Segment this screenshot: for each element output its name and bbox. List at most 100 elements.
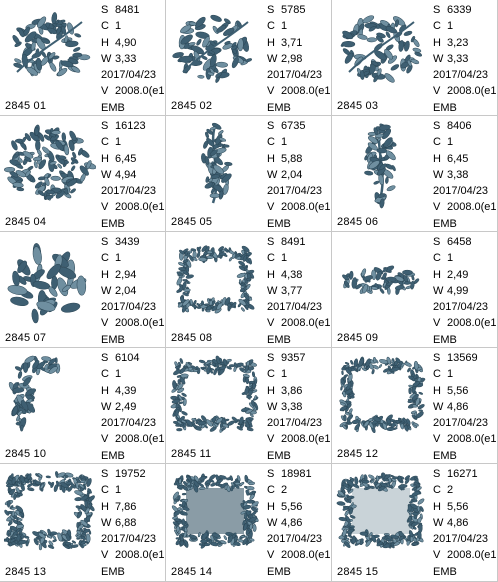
format-value: EMB — [267, 217, 291, 230]
color-count: 1 — [447, 252, 454, 265]
date-row: 2017/04/23 — [267, 531, 331, 547]
width-row: W 3,33 — [101, 52, 137, 65]
format-value: EMB — [433, 217, 457, 230]
version-value: 2008.0(e1 — [447, 85, 497, 98]
height-row: H 5,88 — [267, 152, 303, 165]
stitch-count-row: S 6458 — [433, 236, 472, 248]
width-row: W 4,86 — [433, 400, 469, 413]
width-value: 4,86 — [447, 516, 469, 529]
stitch-count-row: S 13569 — [433, 352, 478, 364]
embroidery-design-thumbnail — [168, 466, 262, 558]
embroidery-design-thumbnail — [168, 350, 262, 442]
date-value: 2017/04/23 — [101, 301, 157, 314]
version-value: 2008.0(e1 — [281, 317, 331, 330]
color-count: 1 — [281, 20, 288, 33]
color-count: 1 — [115, 368, 122, 381]
date-value: 2017/04/23 — [267, 301, 323, 314]
color-count: 1 — [115, 20, 122, 33]
embroidery-design-thumbnail — [2, 2, 96, 94]
stitch-count: 3439 — [115, 236, 140, 248]
date-row: 2017/04/23 — [267, 67, 331, 83]
embroidery-design-thumbnail — [334, 350, 428, 442]
date-value: 2017/04/23 — [101, 417, 157, 430]
design-caption: 2845 02 — [171, 100, 213, 112]
embroidery-design-thumbnail — [168, 2, 262, 94]
version-row: V 2008.0(e1 — [101, 201, 165, 214]
height-row: H 7,86 — [101, 500, 137, 513]
height-value: 5,88 — [281, 152, 303, 165]
height-value: 3,71 — [281, 36, 303, 49]
version-row: V 2008.0(e1 — [433, 201, 497, 214]
stitch-count: 5785 — [281, 4, 306, 16]
version-row: V 2008.0(e1 — [433, 85, 497, 98]
embroidery-design-thumbnail — [2, 350, 96, 442]
stitch-count-row: S 6339 — [433, 4, 472, 16]
height-row: H 3,71 — [267, 36, 303, 49]
format-row: EMB — [267, 332, 331, 347]
height-value: 3,23 — [447, 36, 469, 49]
version-row: V 2008.0(e1 — [267, 433, 331, 446]
date-row: 2017/04/23 — [101, 531, 165, 547]
height-row: H 6,45 — [433, 152, 469, 165]
format-value: EMB — [267, 449, 291, 462]
width-row: W 4,94 — [101, 168, 137, 181]
version-value: 2008.0(e1 — [115, 433, 165, 446]
stitch-count-row: S 18981 — [267, 468, 312, 480]
stitch-count: 6458 — [447, 236, 472, 248]
width-value: 3,38 — [447, 168, 469, 181]
stitch-count: 6339 — [447, 4, 472, 16]
height-row: H 2,94 — [101, 268, 137, 281]
format-value: EMB — [433, 101, 457, 114]
format-row: EMB — [433, 100, 497, 115]
date-row: 2017/04/23 — [101, 299, 165, 315]
date-value: 2017/04/23 — [267, 417, 323, 430]
width-value: 4,86 — [447, 400, 469, 413]
height-value: 7,86 — [115, 500, 137, 513]
stitch-count: 6104 — [115, 352, 140, 364]
stitch-count: 8491 — [281, 236, 306, 248]
version-row: V 2008.0(e1 — [433, 549, 497, 562]
embroidery-design-thumbnail — [2, 234, 96, 326]
date-row: 2017/04/23 — [267, 299, 331, 315]
embroidery-design-thumbnail — [168, 234, 262, 326]
format-row: EMB — [267, 216, 331, 231]
date-value: 2017/04/23 — [101, 69, 157, 82]
version-row: V 2008.0(e1 — [267, 201, 331, 214]
version-value: 2008.0(e1 — [115, 317, 165, 330]
format-value: EMB — [433, 565, 457, 578]
width-row: W 2,04 — [101, 284, 137, 297]
design-caption: 2845 09 — [337, 332, 379, 344]
version-row: V 2008.0(e1 — [267, 85, 331, 98]
date-value: 2017/04/23 — [267, 533, 323, 546]
version-row: V 2008.0(e1 — [101, 317, 165, 330]
height-row: H 4,38 — [267, 268, 303, 281]
format-value: EMB — [267, 101, 291, 114]
width-row: W 3,38 — [433, 168, 469, 181]
width-value: 2,49 — [115, 400, 137, 413]
height-row: H 4,39 — [101, 384, 137, 397]
color-count: 1 — [281, 252, 288, 265]
design-caption: 2845 15 — [337, 566, 379, 578]
